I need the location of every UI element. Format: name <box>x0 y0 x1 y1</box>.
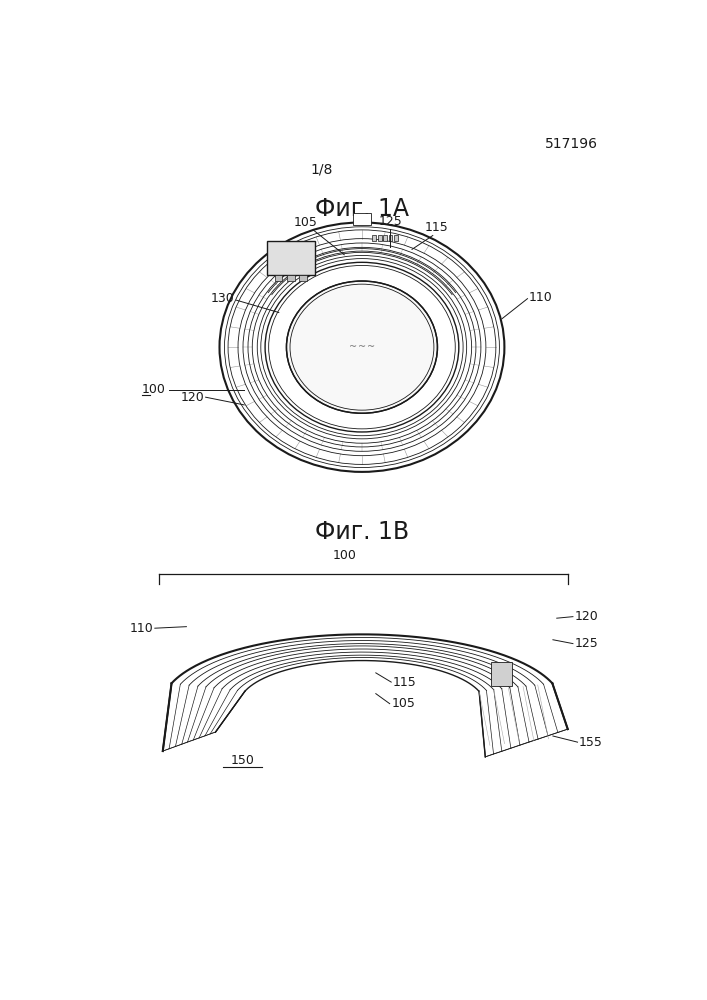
Bar <box>353 213 371 225</box>
Text: Фиг. 1A: Фиг. 1A <box>315 197 409 221</box>
Bar <box>394 235 398 241</box>
Text: 105: 105 <box>294 216 317 229</box>
Bar <box>287 275 295 281</box>
Text: 120: 120 <box>180 391 204 404</box>
Bar <box>299 275 307 281</box>
Text: 115: 115 <box>393 676 416 689</box>
Text: 125: 125 <box>575 637 598 650</box>
Bar <box>373 235 376 241</box>
Text: 100: 100 <box>141 383 165 396</box>
Bar <box>491 662 512 686</box>
Text: 100: 100 <box>333 549 357 562</box>
Bar <box>383 235 387 241</box>
Bar <box>275 275 282 281</box>
Text: 130: 130 <box>211 292 235 305</box>
Text: 1/8: 1/8 <box>310 162 332 176</box>
Text: 155: 155 <box>579 736 603 749</box>
Text: 105: 105 <box>391 697 415 710</box>
Text: 120: 120 <box>575 610 598 623</box>
Text: 517196: 517196 <box>545 137 598 151</box>
Bar <box>389 235 392 241</box>
Text: 115: 115 <box>425 221 448 234</box>
Bar <box>267 241 315 275</box>
Text: 150: 150 <box>230 754 255 767</box>
Text: ~: ~ <box>349 342 357 352</box>
Text: 110: 110 <box>129 622 153 635</box>
Text: ~: ~ <box>358 342 366 352</box>
Text: 110: 110 <box>529 291 553 304</box>
Text: Фиг. 1B: Фиг. 1B <box>315 520 409 544</box>
Text: 125: 125 <box>378 215 402 228</box>
Bar <box>378 235 382 241</box>
Text: ~: ~ <box>367 342 375 352</box>
Ellipse shape <box>286 281 438 413</box>
